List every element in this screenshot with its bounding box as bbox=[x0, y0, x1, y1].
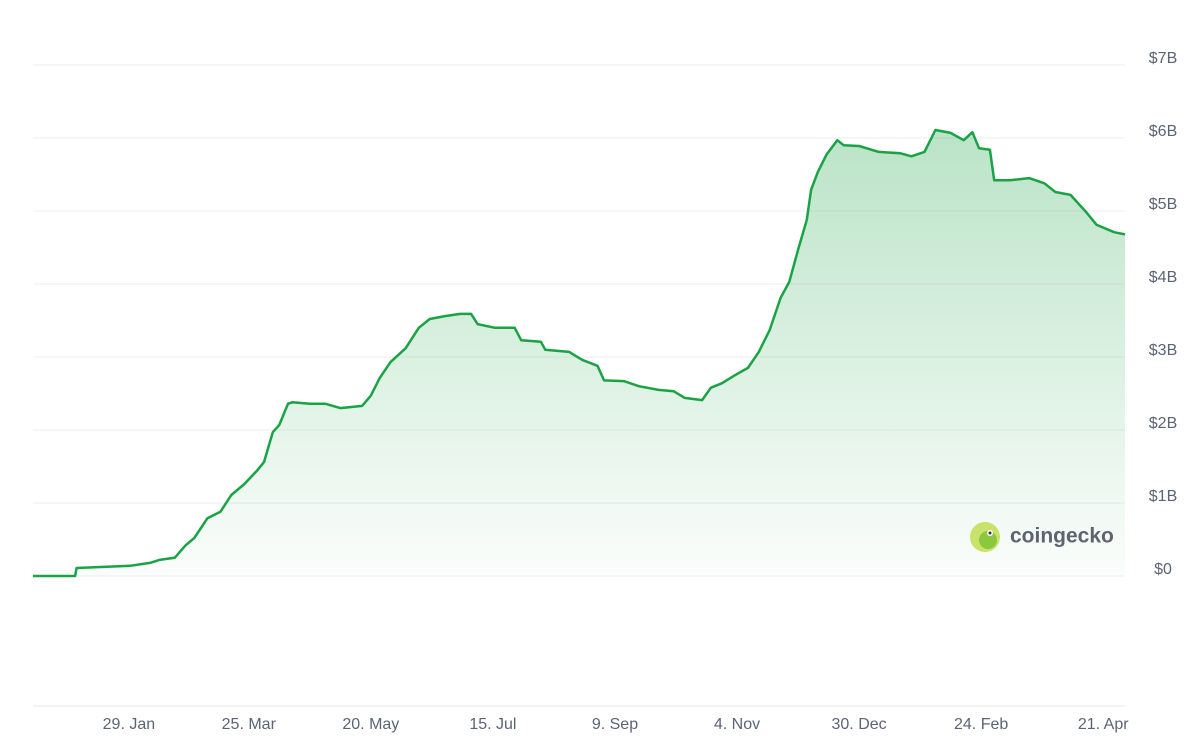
y-tick-label: $1B bbox=[1149, 488, 1177, 505]
x-tick-label: 30. Dec bbox=[832, 716, 887, 733]
x-tick-label: 24. Feb bbox=[954, 716, 1008, 733]
y-tick-label: $4B bbox=[1149, 269, 1177, 286]
x-tick-label: 15. Jul bbox=[469, 716, 516, 733]
x-tick-label: 4. Nov bbox=[714, 716, 760, 733]
x-tick-label: 29. Jan bbox=[103, 716, 155, 733]
y-tick-label: $0 bbox=[1154, 561, 1172, 578]
watermark: coingecko bbox=[970, 522, 1114, 552]
watermark-text: coingecko bbox=[1010, 525, 1114, 548]
y-tick-label: $6B bbox=[1149, 123, 1177, 140]
x-tick-label: 20. May bbox=[342, 716, 399, 733]
x-tick-label: 25. Mar bbox=[222, 716, 277, 733]
line bbox=[33, 128, 1126, 578]
x-tick-label: 21. Apr bbox=[1078, 716, 1129, 733]
x-tick-label: 9. Sep bbox=[592, 716, 638, 733]
y-tick-label: $5B bbox=[1149, 196, 1177, 213]
area bbox=[33, 130, 1125, 576]
y-tick-label: $7B bbox=[1149, 50, 1177, 67]
y-tick-label: $2B bbox=[1149, 415, 1177, 432]
y-tick-label: $3B bbox=[1149, 342, 1177, 359]
